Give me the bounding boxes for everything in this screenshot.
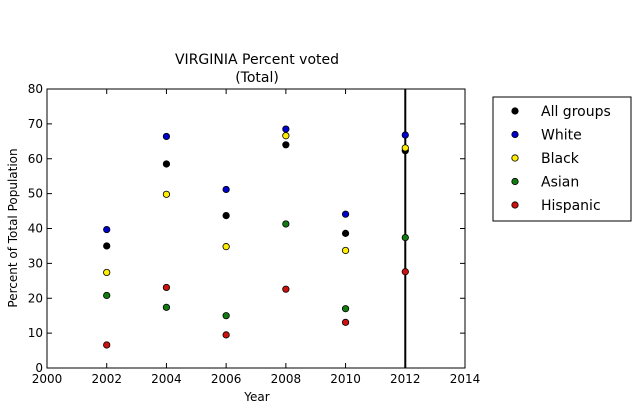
- x-tick-label: 2012: [390, 372, 421, 386]
- y-tick-label: 0: [35, 361, 43, 375]
- point-hispanic: [222, 331, 230, 339]
- chart-title: VIRGINIA Percent voted: [175, 52, 339, 68]
- point-hispanic: [341, 318, 350, 326]
- chart-title-group: VIRGINIA Percent voted (Total): [175, 52, 339, 86]
- point-asian: [401, 233, 409, 242]
- legend-marker-hispanic: [511, 201, 519, 209]
- y-tick-label: 30: [28, 256, 43, 270]
- point-black: [282, 132, 290, 140]
- point-all-groups: [162, 160, 171, 168]
- legend-label-all-groups: All groups: [541, 104, 611, 120]
- point-white: [341, 210, 350, 218]
- plot-area: [46, 88, 466, 369]
- x-tick-label: 2006: [211, 372, 242, 386]
- legend-label-white: White: [541, 128, 582, 144]
- y-axis-ticks: 0 10 20 30 40 50 60 70 80: [28, 82, 465, 375]
- point-asian: [222, 312, 230, 320]
- point-all-groups: [341, 229, 350, 237]
- point-asian: [103, 291, 111, 300]
- point-hispanic: [162, 283, 171, 292]
- x-axis-ticks: 2000 2002 2004 2006 2008 2010 2012 2014: [32, 89, 481, 386]
- point-white: [282, 125, 290, 133]
- legend-marker-asian: [511, 177, 519, 186]
- x-tick-label: 2004: [151, 372, 182, 386]
- point-black: [341, 246, 350, 255]
- data-points: [103, 125, 409, 349]
- point-all-groups: [103, 242, 111, 250]
- y-tick-label: 20: [28, 291, 43, 305]
- legend: All groups White Black Asian Hispanic: [492, 96, 632, 222]
- point-hispanic: [401, 268, 409, 276]
- point-black: [103, 268, 111, 277]
- y-tick-label: 70: [28, 117, 43, 131]
- point-hispanic: [103, 341, 111, 349]
- point-black: [162, 190, 171, 198]
- x-tick-label: 2014: [450, 372, 481, 386]
- point-asian: [282, 220, 290, 228]
- point-all-groups: [282, 141, 290, 149]
- legend-items: All groups White Black Asian Hispanic: [511, 104, 611, 214]
- x-axis-label: Year: [243, 390, 269, 404]
- x-tick-label: 2010: [330, 372, 361, 386]
- legend-label-black: Black: [541, 151, 580, 167]
- x-tick-label: 2002: [91, 372, 122, 386]
- point-black: [222, 243, 230, 251]
- point-white: [103, 225, 111, 234]
- point-white: [162, 132, 171, 141]
- point-all-groups: [222, 211, 230, 220]
- y-tick-label: 10: [28, 326, 43, 340]
- x-tick-label: 2008: [271, 372, 302, 386]
- chart-subtitle: (Total): [235, 70, 279, 86]
- y-tick-label: 80: [28, 82, 43, 96]
- legend-marker-all-groups: [511, 107, 519, 115]
- point-hispanic: [282, 285, 290, 293]
- legend-marker-white: [511, 130, 519, 139]
- legend-marker-black: [511, 154, 519, 162]
- point-asian: [341, 305, 350, 313]
- y-tick-label: 40: [28, 222, 43, 236]
- legend-label-asian: Asian: [541, 175, 579, 191]
- point-white: [222, 185, 230, 194]
- y-tick-label: 50: [28, 187, 43, 201]
- y-axis-label: Percent of Total Population: [6, 148, 20, 307]
- point-white: [401, 131, 409, 139]
- x-tick-label: 2000: [32, 372, 63, 386]
- y-tick-label: 60: [28, 152, 43, 166]
- point-asian: [162, 303, 171, 311]
- point-black: [401, 144, 409, 152]
- legend-label-hispanic: Hispanic: [541, 198, 601, 214]
